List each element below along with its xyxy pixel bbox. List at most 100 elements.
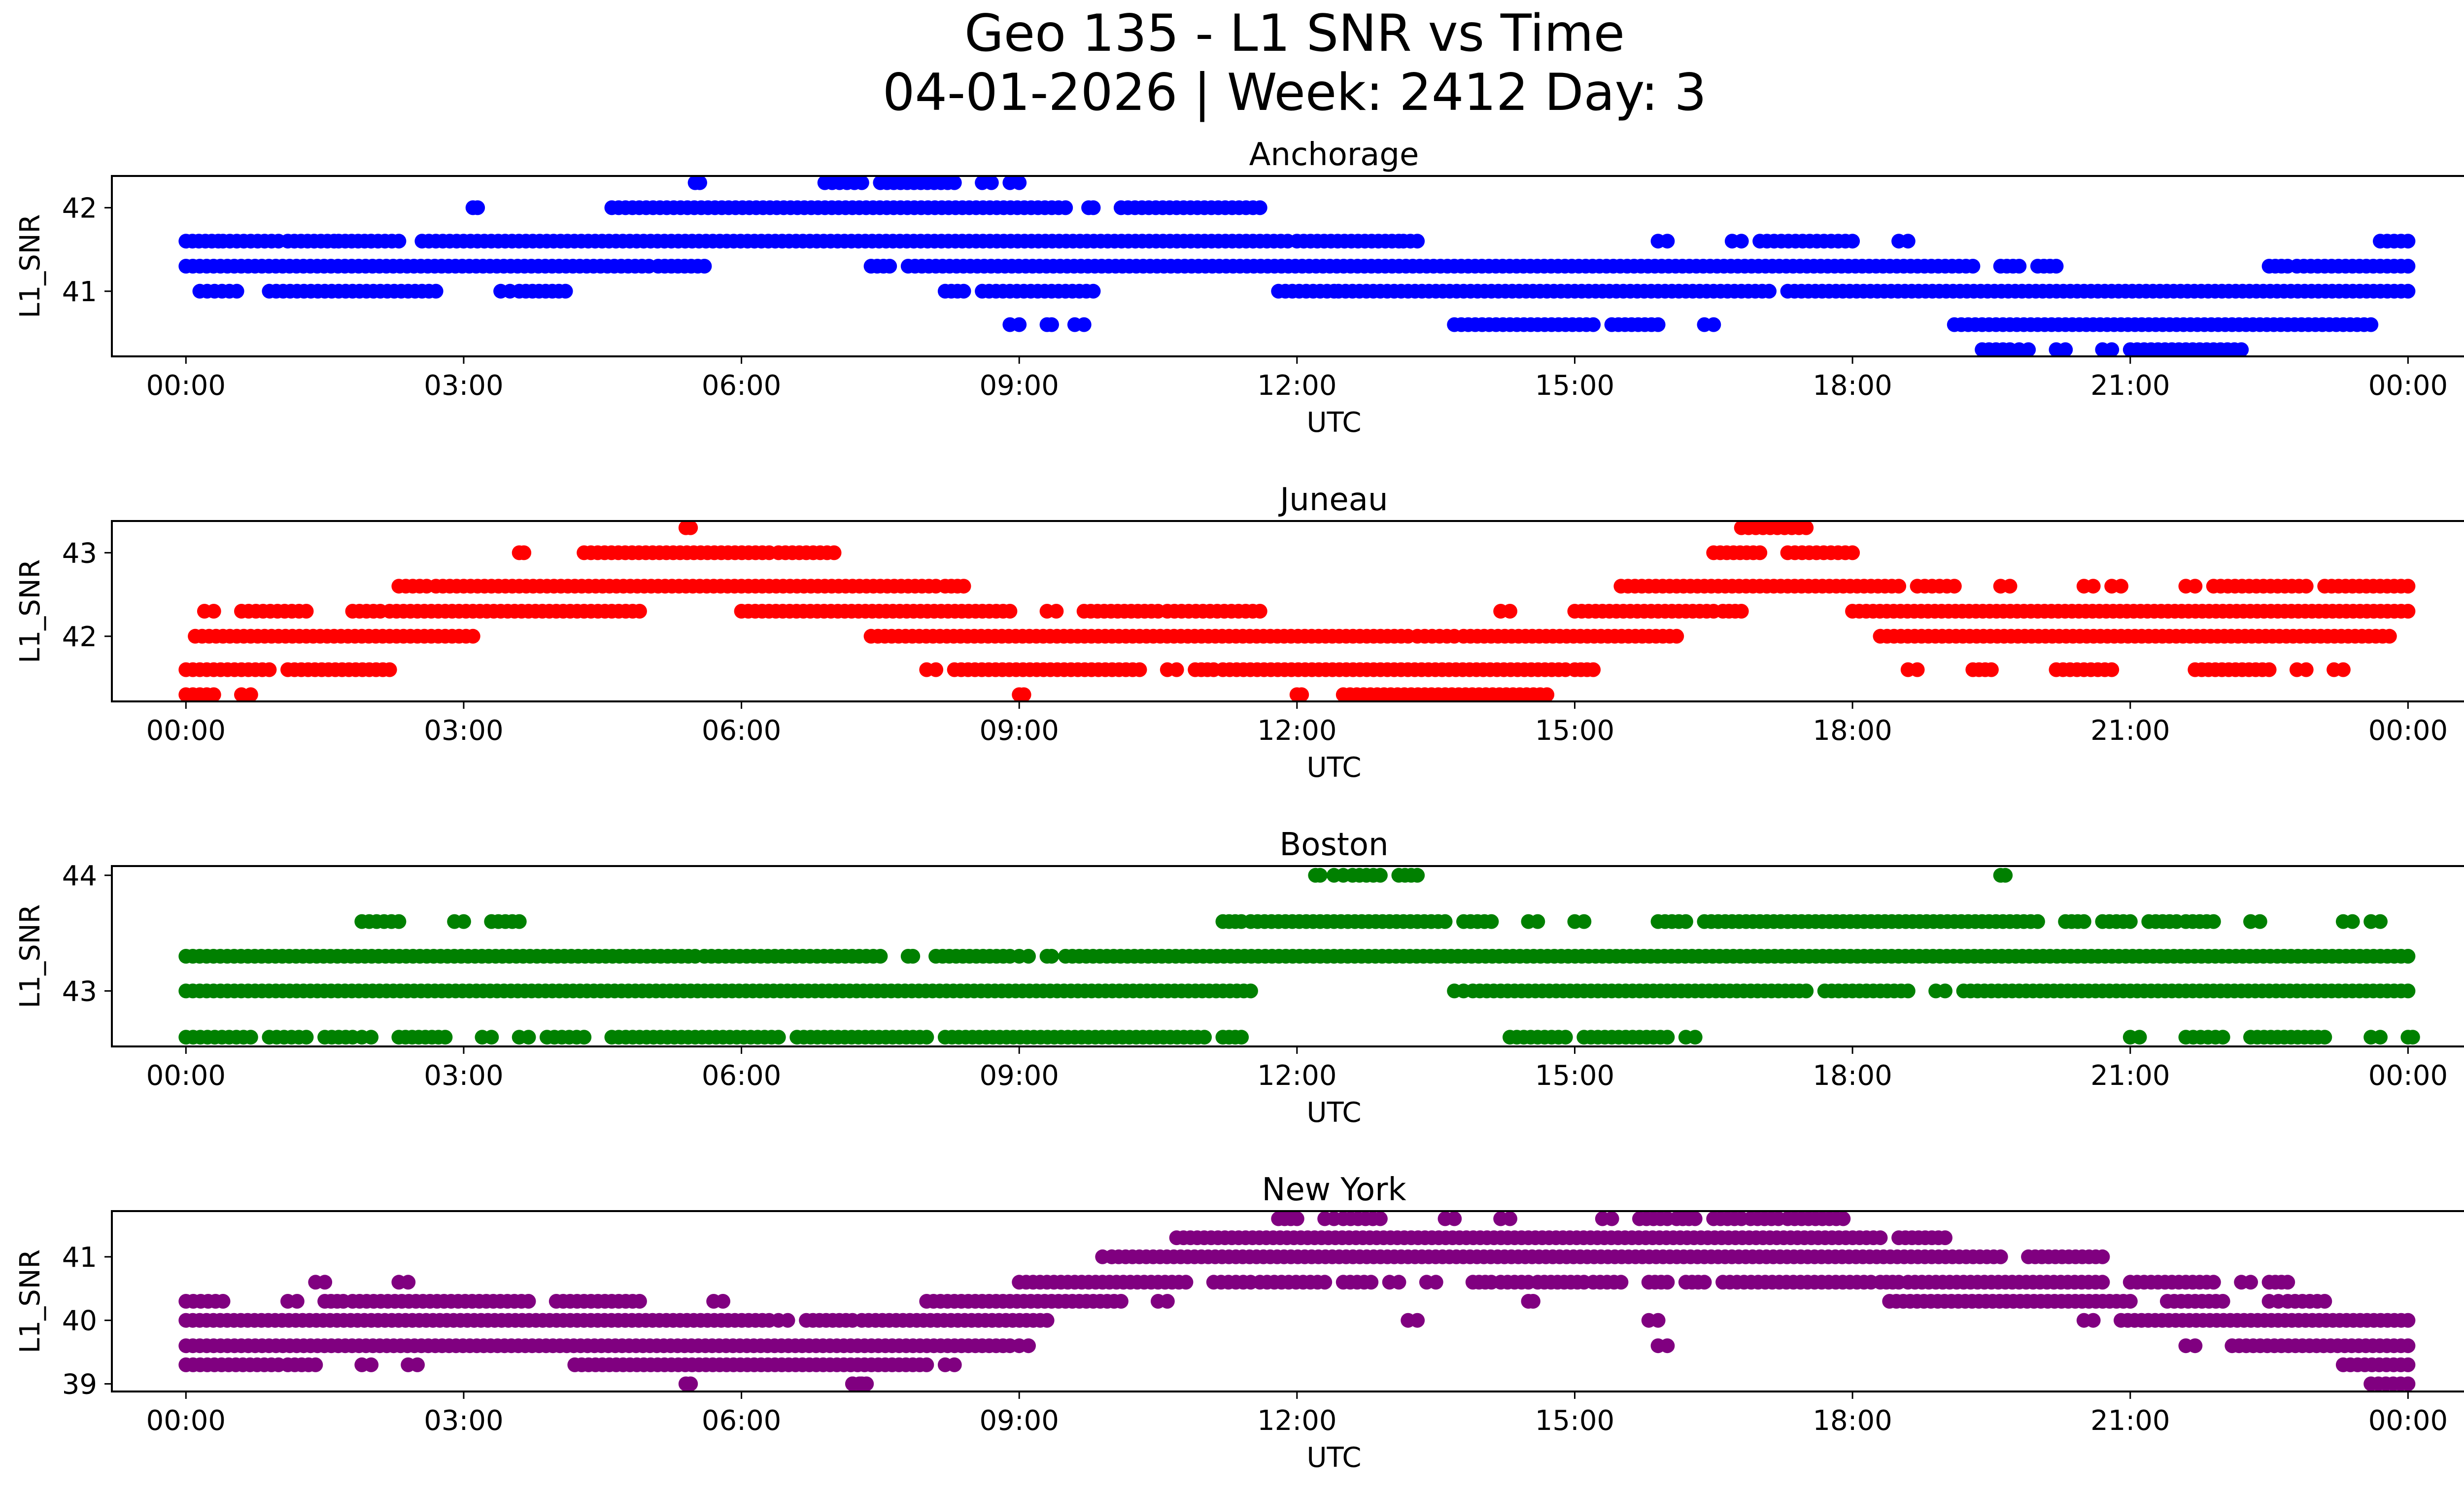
subplot-anchorage: Anchorage 41 42 00:00 03:00 06:00 09:00 12:00 15… [14,137,2464,439]
data-point [558,283,573,299]
data-point [1243,983,1258,999]
data-point [470,200,485,215]
data-point [1234,1030,1249,1045]
data-point [2280,1275,2295,1290]
data-point [1734,234,1749,249]
data-point [683,1376,698,1391]
data-point [1947,579,1962,594]
data-point [299,604,314,619]
y-axis-label: L1_SNR [14,559,46,663]
x-tick-label: 03:00 [424,1060,503,1092]
y-tick-label: 44 [62,860,97,892]
data-point [2215,1030,2230,1045]
data-point [2373,914,2388,929]
data-point [1873,1230,1888,1246]
data-point [1039,1313,1055,1328]
data-point [1049,604,1064,619]
data-point [1428,1275,1443,1290]
data-point [1410,868,1425,883]
x-tick-label: 18:00 [1813,370,1892,402]
data-point [2002,579,2018,594]
data-point [2012,259,2027,274]
data-point [2122,914,2138,929]
x-tick-label: 09:00 [980,370,1059,402]
data-point [1697,1275,1712,1290]
data-point [1410,1313,1425,1328]
data-point [1984,662,1999,677]
x-tick-label: 00:00 [2368,1060,2448,1092]
subplot-juneau: Juneau 42 43 00:00 03:00 06:00 09:00 12:00 15:00… [14,482,2464,784]
subplot-title: New York [1262,1172,1406,1208]
data-point [2086,579,2101,594]
x-axis-label: UTC [1306,1097,1361,1129]
x-tick-label: 00:00 [2368,370,2448,402]
data-point [1965,259,1981,274]
y-axis-label: L1_SNR [14,904,46,1008]
data-point [1289,1211,1304,1226]
x-tick-label: 09:00 [980,715,1059,747]
data-point [1437,914,1453,929]
x-tick-label: 15:00 [1535,1405,1614,1437]
data-point [956,283,971,299]
data-point [2234,342,2249,357]
x-tick-label: 00:00 [146,370,226,402]
data-point [1650,317,1666,332]
data-point [683,520,698,535]
data-point [317,1275,333,1290]
data-point [1197,1030,1212,1045]
x-axis-label: UTC [1306,752,1361,784]
data-point [1558,1030,1573,1045]
x-tick-label: 18:00 [1813,715,1892,747]
data-point [465,628,480,644]
data-point [2104,342,2120,357]
data-point [1836,1211,1851,1226]
data-point [1660,1030,1675,1045]
x-tick-label: 06:00 [702,715,781,747]
data-point [1086,200,1101,215]
data-point [2076,914,2091,929]
data-point [2298,662,2314,677]
data-point [1938,1230,1952,1246]
data-point [1002,604,1018,619]
data-point [873,949,888,964]
data-point [2132,1030,2147,1045]
data-point [1503,1211,1517,1226]
data-point [262,662,277,677]
x-tick-label: 00:00 [2368,715,2448,747]
y-axis-label: L1_SNR [14,1249,46,1353]
subplot-new-york: New York 39 40 41 00:00 03:00 06:00 09:00 12:00 1… [14,1172,2464,1474]
data-point [1900,234,1916,249]
data-point [854,175,869,190]
data-point [1910,662,1925,677]
data-point [1938,983,1952,999]
data-point [2021,342,2036,357]
figure-title-line1: Geo 135 - L1 SNR vs Time [964,4,1625,63]
data-point [1660,1275,1675,1290]
data-point [2114,579,2128,594]
data-point [2261,662,2277,677]
x-tick-label: 00:00 [146,1405,226,1437]
scatter-series [178,1211,2416,1391]
data-point [1044,317,1059,332]
data-point [1998,868,2013,883]
data-point [1012,317,1027,332]
data-point [2400,579,2416,594]
data-point [289,1294,305,1309]
axes-frame [111,520,2464,702]
data-point [919,1030,934,1045]
data-point [1294,687,1309,702]
data-point [2206,914,2221,929]
y-tick-label: 40 [62,1305,97,1337]
data-point [2400,1376,2416,1391]
data-point [905,949,921,964]
data-point [1525,1294,1540,1309]
scatter-series [178,175,2416,357]
x-tick-label: 09:00 [980,1405,1059,1437]
data-point [2373,1030,2388,1045]
x-tick-label: 15:00 [1535,370,1614,402]
data-point [1706,317,1721,332]
figure-title-line2: 04-01-2026 | Week: 2412 Day: 3 [883,63,1707,122]
data-point [2049,259,2064,274]
data-point [1178,1275,1194,1290]
